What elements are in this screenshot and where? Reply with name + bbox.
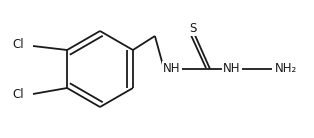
Text: NH₂: NH₂ [275, 63, 297, 75]
Text: Cl: Cl [12, 39, 24, 51]
Text: NH: NH [223, 63, 241, 75]
Text: Cl: Cl [12, 88, 24, 102]
Text: S: S [189, 22, 197, 34]
Text: NH: NH [163, 63, 181, 75]
